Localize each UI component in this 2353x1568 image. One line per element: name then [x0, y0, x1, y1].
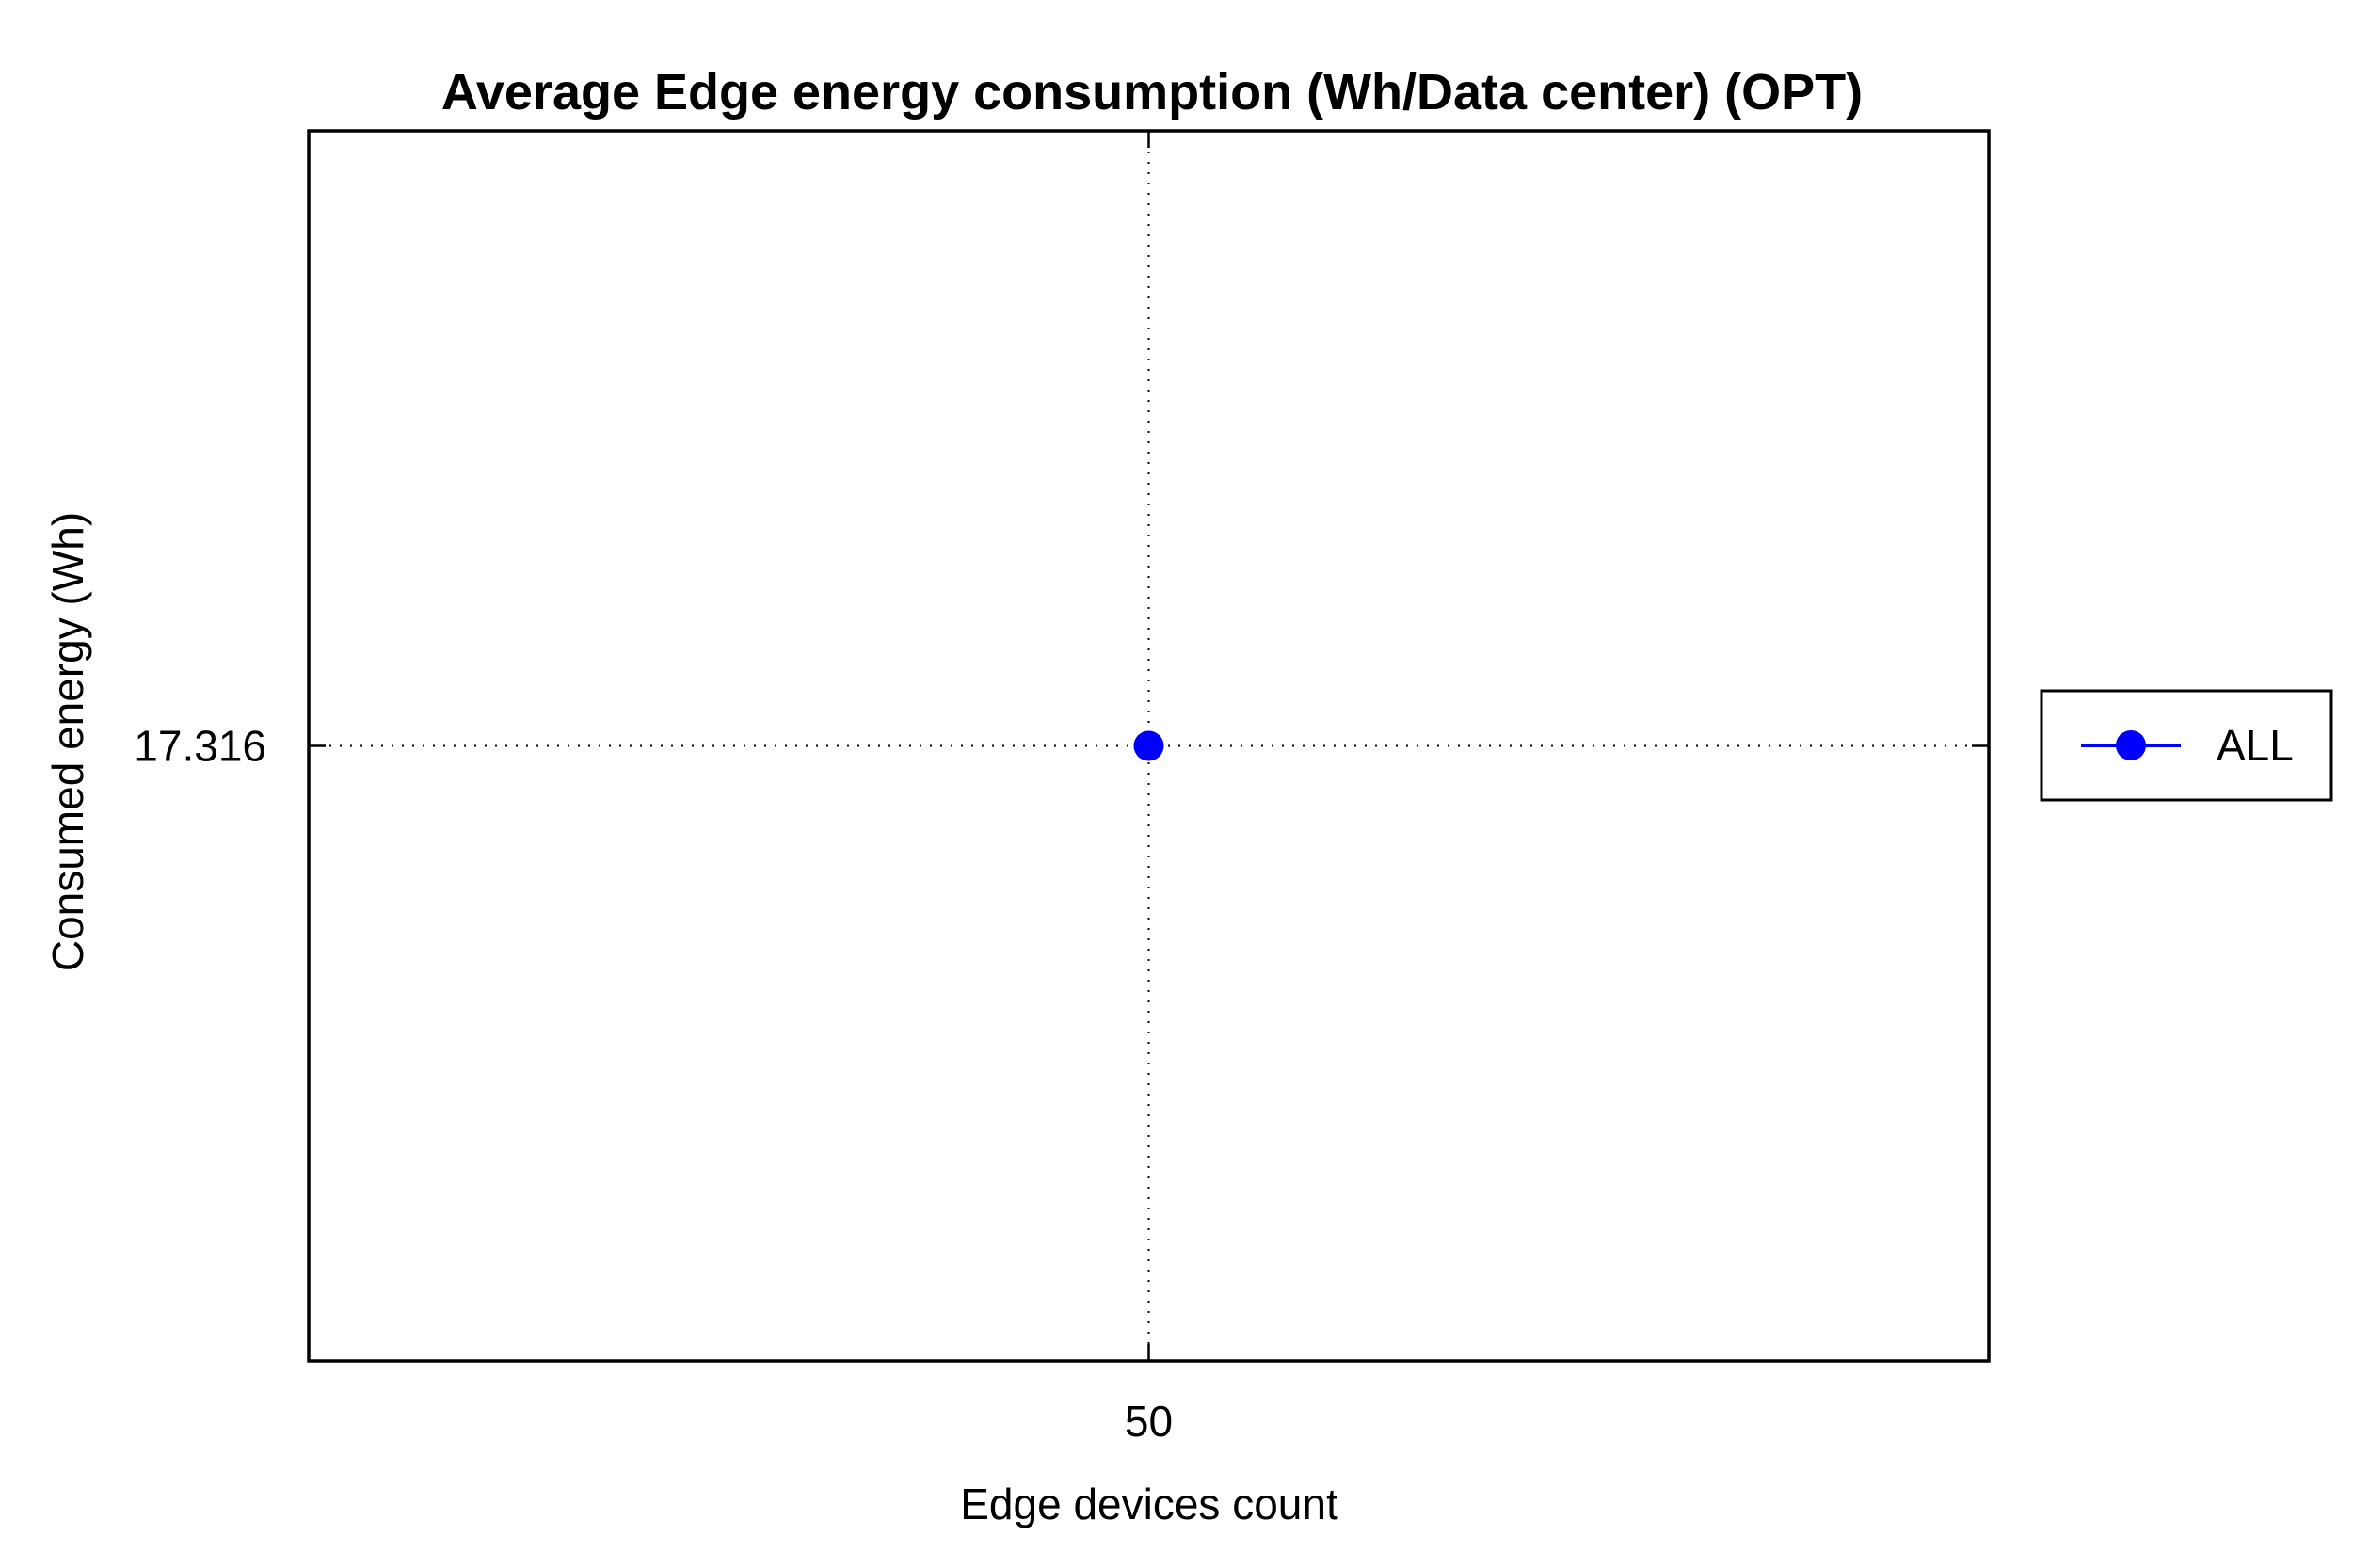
- legend-marker: [2116, 730, 2146, 760]
- legend: ALL: [2040, 689, 2333, 802]
- x-tick-label: 50: [1125, 1397, 1173, 1446]
- y-axis-label: Consumed energy (Wh): [43, 512, 92, 971]
- series-layer: [1133, 730, 1164, 761]
- legend-items: ALL: [2081, 721, 2294, 770]
- legend-label: ALL: [2217, 721, 2294, 770]
- data-point: [1133, 730, 1164, 761]
- axis-ticks: [309, 131, 1989, 1361]
- chart-title: Average Edge energy consumption (Wh/Data…: [441, 64, 1863, 120]
- x-axis-label: Edge devices count: [960, 1480, 1338, 1528]
- tick-labels: 50 17.316: [134, 722, 1173, 1447]
- y-tick-label: 17.316: [134, 722, 266, 771]
